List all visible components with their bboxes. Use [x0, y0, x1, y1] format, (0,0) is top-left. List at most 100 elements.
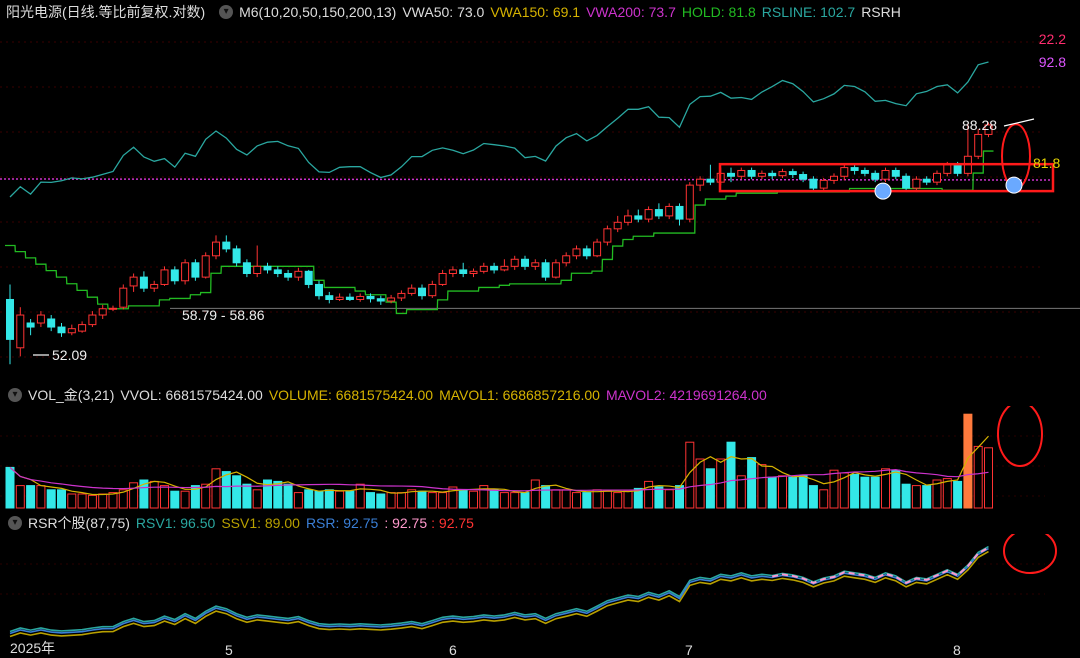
volume-bar	[778, 475, 787, 509]
candle	[644, 209, 653, 220]
rsline-series	[9, 61, 989, 198]
rsline-value: RSLINE: 102.7	[761, 4, 856, 20]
volume-bar	[170, 490, 180, 509]
volume-bar	[26, 485, 36, 509]
candle	[356, 295, 365, 300]
volume-bar	[572, 492, 581, 509]
vvol-value: VVOL: 6681575424.00	[120, 387, 263, 403]
volume-bar	[911, 485, 921, 509]
candle	[902, 175, 911, 189]
volume-bar	[870, 476, 880, 509]
rsr-value: RSR: 92.75	[305, 515, 379, 531]
volume-bar	[592, 489, 602, 509]
volume-bar	[201, 483, 211, 509]
candle	[459, 269, 468, 274]
candle	[881, 169, 890, 180]
chevron-down-icon[interactable]: ▾	[8, 388, 22, 402]
mavol1-value: MAVOL1: 6686857216.00	[439, 387, 600, 403]
volume-bar	[221, 471, 231, 509]
volume-bar	[293, 492, 303, 509]
candle	[181, 262, 190, 282]
candle	[129, 276, 138, 287]
low-label: 52.09	[52, 347, 87, 363]
candle	[727, 172, 735, 177]
right-top-value: 22.2	[1039, 31, 1066, 47]
rsr-v5: : 92.75	[431, 515, 474, 531]
chevron-down-icon[interactable]: ▾	[8, 516, 22, 530]
candle	[47, 318, 56, 328]
price-chart[interactable]: 22.2 92.8 88.28 81.8 58.79 - 58.86 52.09	[0, 22, 1080, 382]
volume-bar	[551, 489, 561, 509]
volume-bar	[139, 479, 149, 509]
volume-bar	[252, 489, 262, 509]
main-header: 阳光电源(日线.等比前复权.对数) ▾ M6(10,20,50,150,200,…	[0, 1, 907, 23]
volume-bar	[438, 492, 448, 509]
volume-bar	[922, 485, 932, 509]
volume-bar	[366, 492, 375, 509]
volume-bar	[458, 489, 468, 509]
candle	[788, 171, 797, 176]
vol-name[interactable]: VOL_金(3,21)	[28, 387, 115, 403]
volume-bar	[561, 489, 571, 509]
vwa200-line	[0, 178, 1051, 181]
candle	[933, 172, 941, 183]
candle	[335, 296, 344, 300]
candle	[500, 265, 509, 271]
indicator-name[interactable]: M6(10,20,50,150,200,13)	[239, 4, 397, 20]
candle	[273, 269, 282, 274]
candle	[469, 270, 478, 274]
volume-bar	[932, 479, 942, 509]
volume-bar	[510, 492, 520, 509]
volume-bar	[479, 485, 489, 509]
candle	[912, 178, 921, 189]
rsr-circle	[1003, 534, 1057, 574]
volume-bar	[602, 490, 612, 509]
right-second-value: 92.8	[1039, 54, 1066, 70]
candle	[222, 241, 231, 250]
volume-bar	[108, 492, 118, 509]
candle	[242, 262, 251, 274]
x-tick-jul: 7	[685, 642, 693, 658]
volume-bar	[232, 475, 242, 509]
candle	[593, 241, 602, 257]
volume-bar	[582, 492, 592, 509]
candle	[541, 262, 550, 278]
volume-bar	[180, 490, 190, 509]
volume-bar	[963, 413, 973, 509]
volume-bar	[726, 441, 736, 509]
vwa50-value: VWA50: 73.0	[402, 4, 485, 20]
candle	[407, 287, 416, 294]
volume-bar	[314, 490, 324, 509]
volume-bar	[901, 483, 911, 509]
signal-marker	[874, 182, 892, 200]
candle	[747, 169, 756, 177]
candle	[624, 215, 632, 223]
candle	[191, 262, 200, 278]
candle	[150, 283, 159, 289]
volume-bar	[736, 475, 746, 509]
candle	[98, 308, 107, 316]
volume-bar	[530, 479, 540, 509]
candle	[551, 262, 560, 278]
volume-bar	[953, 480, 963, 509]
candle	[387, 297, 396, 302]
candle	[613, 221, 622, 230]
chevron-down-icon[interactable]: ▾	[219, 5, 234, 19]
candle	[840, 167, 849, 177]
candle	[304, 270, 313, 285]
volume-bar	[685, 441, 695, 509]
candle	[850, 167, 859, 171]
candle	[428, 283, 437, 297]
x-tick-aug: 8	[953, 642, 961, 658]
candle	[696, 178, 705, 186]
candle	[88, 314, 97, 326]
rsr-chart[interactable]	[0, 534, 1080, 638]
stock-title[interactable]: 阳光电源(日线.等比前复权.对数)	[6, 4, 206, 20]
volume-bar	[654, 486, 664, 509]
candle	[315, 283, 323, 297]
rsr-name[interactable]: RSR个股(87,75)	[28, 515, 130, 531]
candle	[16, 314, 25, 349]
volume-bar	[829, 469, 839, 509]
candle	[768, 172, 777, 177]
volume-chart[interactable]	[0, 406, 1080, 512]
